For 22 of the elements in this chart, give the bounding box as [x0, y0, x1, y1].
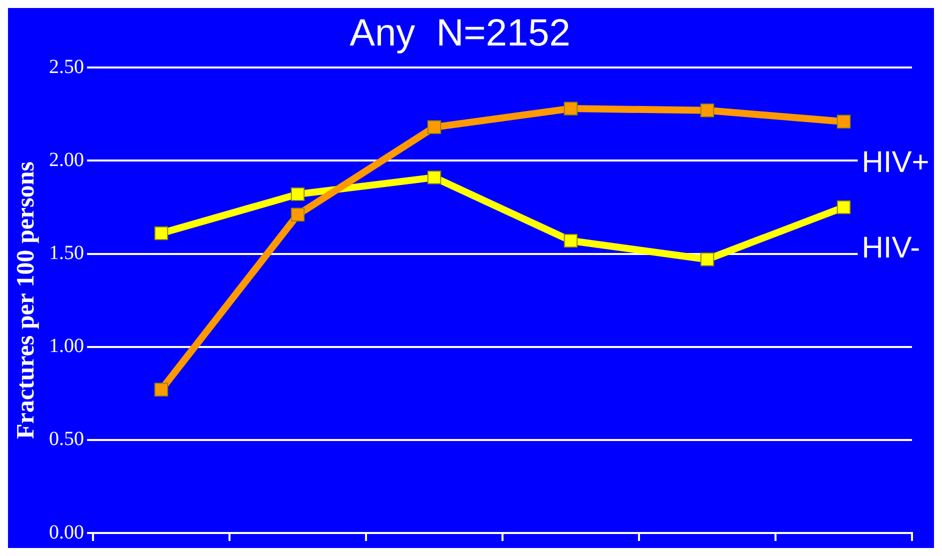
- point: [700, 104, 714, 118]
- point: [836, 200, 851, 214]
- y-tick-label: 1.00: [49, 335, 84, 358]
- point: [290, 208, 305, 222]
- y-tick-label: 2.50: [49, 56, 84, 78]
- point: [564, 102, 578, 116]
- point: [290, 187, 305, 202]
- point: [154, 226, 168, 240]
- point: [154, 382, 168, 397]
- y-axis-title: Fractures per 100 persons: [12, 161, 40, 440]
- y-tick-label: 0.50: [49, 428, 84, 450]
- y-tick-label: 2.00: [49, 148, 84, 171]
- chart-title: Any N=2152: [350, 12, 570, 54]
- point: [427, 120, 442, 134]
- y-tick-label: 1.50: [49, 242, 84, 264]
- series-label: HIV+: [862, 146, 930, 179]
- point: [700, 252, 714, 266]
- point: [836, 114, 851, 128]
- y-tick-label: 0.00: [49, 521, 84, 544]
- point: [564, 234, 578, 248]
- point: [427, 170, 442, 184]
- series-label: HIV-: [862, 231, 920, 264]
